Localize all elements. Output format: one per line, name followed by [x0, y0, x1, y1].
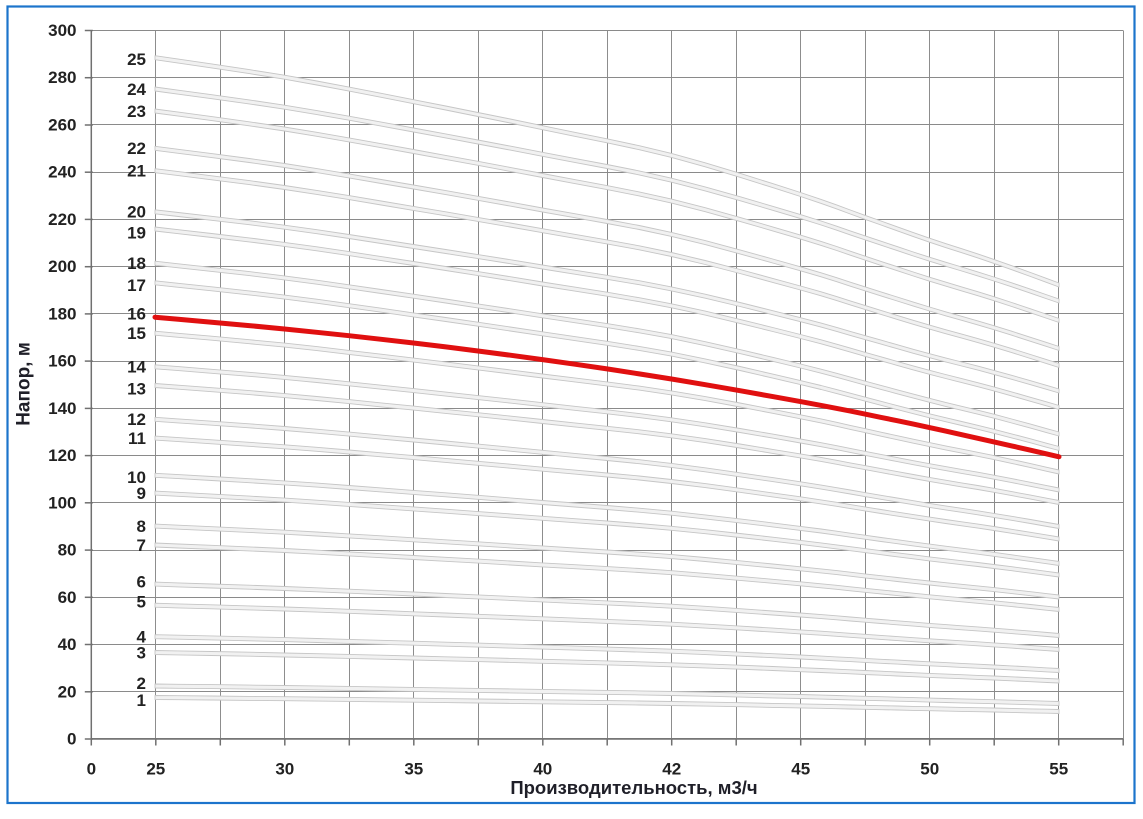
- svg-text:140: 140: [48, 399, 76, 418]
- svg-text:Производительность, м3/ч: Производительность, м3/ч: [510, 777, 757, 798]
- svg-text:120: 120: [48, 446, 76, 465]
- svg-text:220: 220: [48, 210, 76, 229]
- svg-text:30: 30: [275, 760, 294, 779]
- svg-text:12: 12: [127, 410, 146, 429]
- svg-text:11: 11: [128, 429, 146, 448]
- svg-text:0: 0: [67, 730, 76, 749]
- svg-text:80: 80: [58, 541, 77, 560]
- svg-text:60: 60: [58, 588, 77, 607]
- svg-text:0: 0: [87, 760, 96, 779]
- svg-text:25: 25: [146, 760, 165, 779]
- svg-text:19: 19: [127, 223, 146, 242]
- svg-text:Напор, м: Напор, м: [14, 342, 35, 426]
- svg-text:25: 25: [127, 50, 146, 69]
- svg-text:200: 200: [48, 257, 76, 276]
- svg-text:1: 1: [137, 691, 146, 710]
- svg-text:21: 21: [127, 162, 146, 181]
- svg-text:17: 17: [127, 276, 146, 295]
- svg-text:300: 300: [48, 21, 76, 40]
- svg-text:240: 240: [48, 163, 76, 182]
- svg-text:50: 50: [920, 760, 939, 779]
- svg-text:100: 100: [48, 493, 76, 512]
- svg-text:16: 16: [127, 304, 146, 323]
- svg-text:24: 24: [127, 80, 146, 99]
- svg-text:40: 40: [533, 760, 552, 779]
- svg-text:260: 260: [48, 116, 76, 135]
- svg-text:6: 6: [137, 572, 146, 591]
- svg-text:45: 45: [791, 760, 810, 779]
- svg-text:35: 35: [404, 760, 423, 779]
- svg-text:280: 280: [48, 68, 76, 87]
- svg-text:22: 22: [127, 139, 146, 158]
- svg-text:5: 5: [137, 593, 146, 612]
- svg-text:13: 13: [127, 379, 146, 398]
- svg-text:9: 9: [137, 484, 146, 503]
- svg-text:180: 180: [48, 304, 76, 323]
- svg-text:160: 160: [48, 352, 76, 371]
- svg-text:3: 3: [137, 643, 146, 662]
- svg-text:4: 4: [137, 628, 147, 647]
- svg-text:7: 7: [137, 536, 146, 555]
- svg-text:20: 20: [127, 203, 146, 222]
- svg-text:8: 8: [137, 517, 146, 536]
- svg-text:40: 40: [58, 635, 77, 654]
- svg-text:55: 55: [1049, 760, 1068, 779]
- svg-text:15: 15: [127, 324, 146, 343]
- svg-text:18: 18: [127, 254, 146, 273]
- svg-text:10: 10: [127, 468, 146, 487]
- svg-text:42: 42: [662, 760, 681, 779]
- svg-text:23: 23: [127, 102, 146, 121]
- svg-text:2: 2: [137, 674, 146, 693]
- svg-text:14: 14: [127, 358, 146, 377]
- svg-text:20: 20: [58, 682, 77, 701]
